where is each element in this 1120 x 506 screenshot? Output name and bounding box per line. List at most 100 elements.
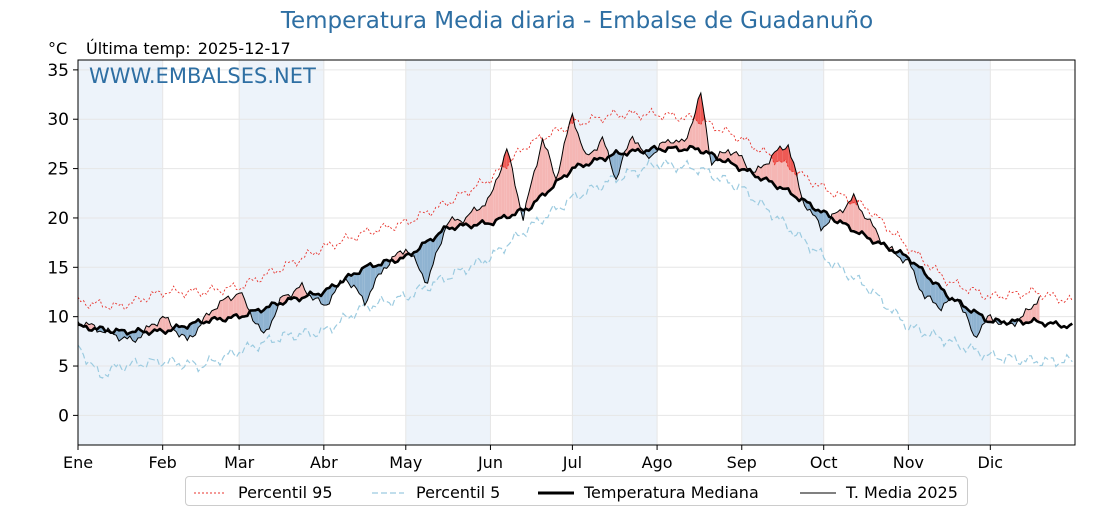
above-median-fill <box>681 139 685 151</box>
below-median-fill <box>192 322 196 337</box>
below-median-fill <box>271 302 275 321</box>
above-median-fill <box>566 122 570 177</box>
x-tick-label: May <box>389 453 422 472</box>
above-p95-fill <box>506 149 510 169</box>
above-median-fill <box>225 296 229 322</box>
above-median-fill <box>217 300 220 320</box>
above-median-fill <box>692 112 696 150</box>
below-median-fill <box>818 209 821 231</box>
below-median-fill <box>433 236 436 265</box>
above-median-fill <box>703 109 707 154</box>
above-median-fill <box>400 250 403 259</box>
below-median-fill <box>184 326 188 341</box>
above-median-fill <box>299 282 302 302</box>
above-median-fill <box>534 165 537 202</box>
above-median-fill <box>490 189 494 225</box>
below-median-fill <box>941 288 944 311</box>
chart-title: Temperatura Media diaria - Embalse de Gu… <box>280 8 874 34</box>
x-tick-label: Sep <box>727 453 757 472</box>
y-tick-label: 0 <box>58 406 69 426</box>
below-median-fill <box>181 326 185 336</box>
above-median-fill <box>220 300 223 321</box>
above-median-fill <box>859 208 862 234</box>
month-band <box>78 60 163 445</box>
above-median-fill <box>845 202 849 226</box>
below-median-fill <box>935 282 939 308</box>
below-median-fill <box>419 242 423 274</box>
above-median-fill <box>159 316 163 332</box>
above-median-fill <box>586 153 589 166</box>
below-median-fill <box>348 274 352 288</box>
above-median-fill <box>222 298 226 322</box>
above-median-fill <box>482 205 485 224</box>
y-tick-label: 35 <box>47 61 69 81</box>
above-median-fill <box>796 172 800 201</box>
above-median-fill <box>575 127 578 168</box>
above-median-fill <box>515 185 518 215</box>
above-p95-fill <box>782 148 786 163</box>
above-median-fill <box>741 155 745 170</box>
below-median-fill <box>938 283 942 311</box>
below-median-fill <box>129 331 133 341</box>
legend: Percentil 95 Percentil 5 Temperatura Med… <box>185 476 968 506</box>
below-median-fill <box>973 309 977 338</box>
above-median-fill <box>1025 308 1029 323</box>
above-median-fill <box>449 216 453 229</box>
above-median-fill <box>165 317 169 334</box>
above-p95-fill <box>790 157 794 172</box>
above-median-fill <box>987 314 991 322</box>
above-median-fill <box>662 142 666 152</box>
above-median-fill <box>479 206 483 224</box>
y-tick-label: 5 <box>58 357 69 377</box>
above-median-fill <box>594 149 597 160</box>
above-median-fill <box>763 164 767 179</box>
month-band <box>572 60 658 445</box>
above-median-fill <box>545 147 548 196</box>
x-tick-label: Mar <box>224 453 255 472</box>
above-median-fill <box>244 299 248 317</box>
month-band <box>741 60 824 445</box>
last-temp-label: Última temp: <box>86 39 191 58</box>
above-median-fill <box>597 142 600 160</box>
below-median-fill <box>263 307 267 333</box>
above-p95-fill <box>774 150 778 165</box>
above-p95-fill <box>788 144 791 172</box>
below-median-fill <box>255 309 259 325</box>
below-median-fill <box>919 267 922 292</box>
above-median-fill <box>493 180 496 225</box>
watermark: WWW.EMBALSES.NET <box>89 64 316 88</box>
above-median-fill <box>867 219 871 239</box>
below-median-fill <box>424 240 428 284</box>
below-median-fill <box>356 273 360 294</box>
below-median-fill <box>610 154 614 174</box>
below-median-fill <box>359 268 363 297</box>
below-median-fill <box>132 331 136 343</box>
above-median-fill <box>689 122 693 147</box>
below-median-fill <box>616 150 619 180</box>
above-median-fill <box>668 139 671 148</box>
below-median-fill <box>190 322 193 337</box>
above-median-fill <box>233 294 237 316</box>
x-tick-label: Nov <box>893 453 924 472</box>
above-median-fill <box>474 207 477 226</box>
above-median-fill <box>236 293 240 319</box>
above-median-fill <box>561 143 565 179</box>
legend-label-median: Temperatura Mediana <box>584 483 759 502</box>
above-median-fill <box>848 200 851 231</box>
above-median-fill <box>547 150 551 192</box>
current-year-line <box>77 91 1040 343</box>
below-median-fill <box>968 310 972 330</box>
x-tick-label: Oct <box>810 453 838 472</box>
below-median-fill <box>976 312 980 338</box>
above-median-fill <box>872 225 876 244</box>
above-median-fill <box>293 288 297 299</box>
above-median-fill <box>468 211 472 229</box>
above-median-fill <box>162 316 166 334</box>
above-median-fill <box>487 194 491 224</box>
below-median-fill <box>261 310 264 333</box>
above-median-fill <box>569 113 573 173</box>
above-median-fill <box>1034 304 1037 322</box>
below-median-fill <box>933 282 936 304</box>
above-median-fill <box>471 207 475 229</box>
y-unit-label: °C <box>48 39 68 58</box>
